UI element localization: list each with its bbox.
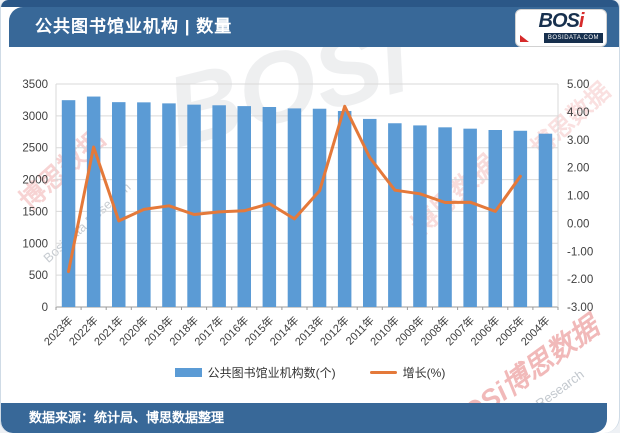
legend-label-growth: 增长(%) (402, 365, 446, 380)
legend-bar-swatch (174, 367, 202, 377)
logo-triangle-icon (520, 35, 529, 42)
y-axis-left-label-2500: 2500 (22, 143, 48, 155)
growth-line (67, 104, 522, 274)
logo-text-bos: BOS (538, 10, 580, 32)
bar-2010年 (388, 123, 402, 307)
footer-bar: 数据来源：统计局、博思数据整理 (1, 403, 607, 433)
y-axis-right-label-1.00: 1.00 (567, 191, 589, 203)
y-axis-right-label-4.00: 4.00 (567, 107, 589, 119)
bar-2020年 (137, 102, 151, 307)
logo-wordmark: BOSi (516, 10, 606, 32)
top-strip (1, 0, 619, 7)
logo-text-i: i (578, 10, 584, 32)
bar-2007年 (463, 128, 477, 307)
bar-2017年 (212, 105, 226, 307)
y-axis-left-label-500: 500 (29, 270, 48, 282)
data-source-text: 数据来源：统计局、博思数据整理 (29, 410, 225, 425)
bar-2016年 (237, 106, 251, 307)
y-axis-right-label-5.00: 5.00 (567, 79, 589, 91)
bar-2018年 (187, 104, 201, 307)
bar-2014年 (287, 108, 302, 307)
bar-2012年 (337, 111, 352, 307)
y-axis-right-label--3.00: -3.00 (567, 302, 593, 314)
y-axis-left-label-3500: 3500 (22, 79, 48, 91)
bar-2006年 (488, 130, 502, 307)
bar-2004年 (538, 133, 553, 307)
bar-2013年 (312, 108, 327, 307)
header-bar: 公共图书馆业机构 | 数量 BOSi BOSIDATA.COM (9, 7, 619, 47)
y-axis-left-label-1500: 1500 (22, 206, 48, 218)
legend-line-swatch (369, 370, 397, 374)
y-axis-right-label-0.00: 0.00 (567, 218, 589, 230)
legend-item-growth: 增长(%) (369, 364, 446, 381)
y-axis-left-label-1000: 1000 (22, 238, 48, 250)
bar-2015年 (262, 107, 277, 307)
bar-2022年 (86, 96, 101, 307)
y-axis-left-label-3000: 3000 (22, 111, 48, 123)
bar-2021年 (112, 102, 126, 307)
bar-2023年 (61, 100, 76, 307)
logo-domain-text: BOSIDATA.COM (543, 33, 603, 43)
y-axis-left-label-2000: 2000 (22, 175, 48, 187)
y-axis-right-label-2.00: 2.00 (567, 163, 589, 175)
y-axis-right-label--2.00: -2.00 (567, 274, 593, 286)
legend: 公共图书馆业机构数(个) 增长(%) (1, 361, 619, 383)
legend-item-institutions: 公共图书馆业机构数(个) (174, 364, 336, 381)
bar-2011年 (363, 118, 377, 307)
bosi-logo: BOSi BOSIDATA.COM (515, 9, 607, 47)
bar-2005年 (513, 130, 528, 307)
chart-svg: 3500 3000 2500 2000 1500 1000 500 0 5.00 4.00 3.00… (22, 79, 593, 348)
bar-2008年 (438, 127, 452, 307)
page-title: 公共图书馆业机构 | 数量 (35, 17, 233, 36)
bar-2009年 (413, 125, 427, 308)
legend-label-institutions: 公共图书馆业机构数(个) (207, 365, 336, 380)
y-axis-left-label-0: 0 (42, 302, 48, 314)
y-axis-right-label--1.00: -1.00 (567, 246, 593, 258)
y-axis-right-label-3.00: 3.00 (567, 135, 589, 147)
